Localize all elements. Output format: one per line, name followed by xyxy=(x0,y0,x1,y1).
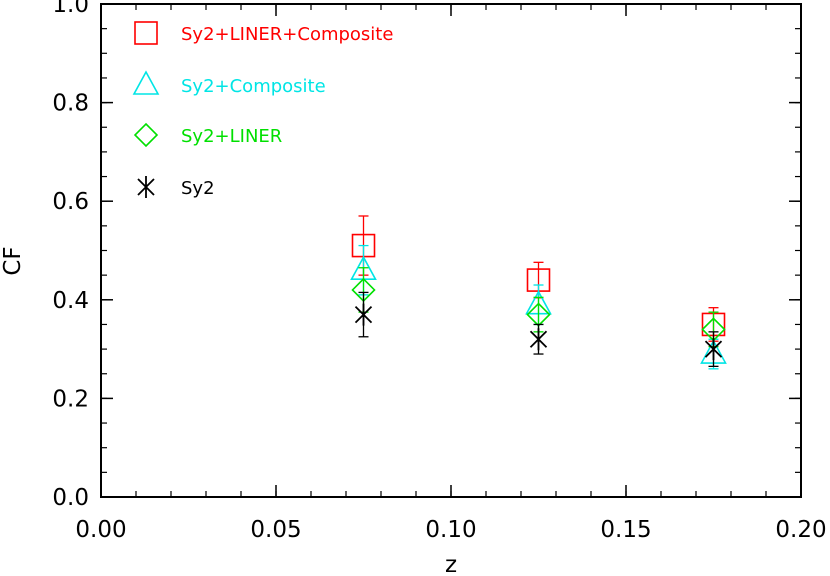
legend-marker xyxy=(133,122,159,148)
y-tick-label: 0.6 xyxy=(52,189,89,215)
y-tick-label: 0.2 xyxy=(52,386,89,412)
legend-label: Sy2 xyxy=(181,178,215,199)
legend: Sy2+LINER+Composite Sy2+Composite Sy2+LINE… xyxy=(132,21,393,199)
y-tick-label: 1.0 xyxy=(52,0,89,18)
x-tick-label: 0.00 xyxy=(75,517,126,543)
x-tick-label: 0.05 xyxy=(250,517,301,543)
legend-label: Sy2+LINER+Composite xyxy=(181,24,393,45)
x-tick-label: 0.10 xyxy=(425,517,476,543)
y-tick-label: 0.8 xyxy=(52,91,89,117)
data-point xyxy=(529,328,548,351)
legend-label: Sy2+LINER xyxy=(181,126,282,147)
legend-marker xyxy=(134,21,158,45)
tick-labels: 0.00 0.05 0.10 0.15 0.20 0.0 0.2 0.4 0.6 0.8 1.0 xyxy=(52,0,826,543)
y-tick-label: 0.4 xyxy=(52,288,89,314)
y-tick-label: 0.0 xyxy=(52,485,89,511)
data-points xyxy=(350,215,727,370)
x-tick-label: 0.20 xyxy=(775,517,826,543)
x-tick-label: 0.15 xyxy=(600,517,651,543)
legend-marker xyxy=(137,176,155,198)
data-point xyxy=(354,303,373,326)
axis-ticks xyxy=(100,3,802,498)
x-axis-title: z xyxy=(445,552,457,576)
y-axis-title: CF xyxy=(0,246,26,275)
legend-marker xyxy=(132,70,160,95)
legend-label: Sy2+Composite xyxy=(181,76,326,97)
data-point xyxy=(704,338,723,361)
